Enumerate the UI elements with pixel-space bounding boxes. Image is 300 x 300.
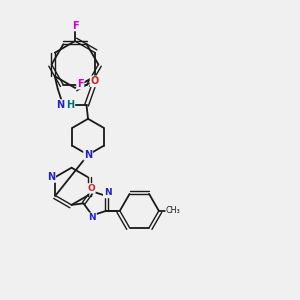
Text: N: N [88, 213, 96, 222]
Text: O: O [87, 184, 95, 193]
Text: N: N [47, 172, 55, 182]
Text: F: F [77, 79, 84, 89]
Text: N: N [56, 100, 64, 110]
Text: N: N [104, 188, 111, 197]
Text: CH₃: CH₃ [166, 206, 181, 215]
Text: H: H [66, 100, 74, 110]
Text: F: F [72, 20, 78, 31]
Text: O: O [91, 76, 99, 86]
Text: N: N [84, 150, 92, 160]
